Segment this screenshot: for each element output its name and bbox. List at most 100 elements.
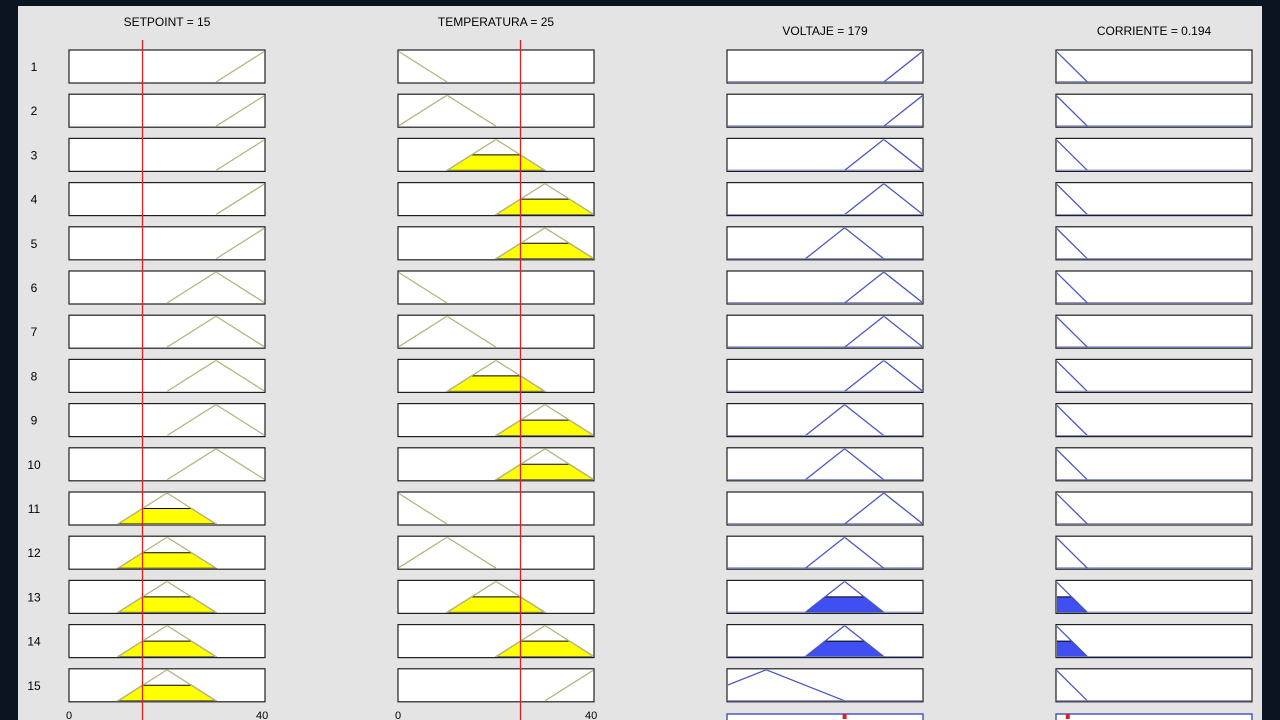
corriente-aggregate-plot[interactable] [1055, 713, 1253, 720]
rule-number[interactable]: 8 [31, 369, 38, 383]
setpoint-plot-box[interactable] [68, 182, 266, 217]
voltaje-mf-plot[interactable] [726, 403, 924, 438]
setpoint-plot-box[interactable] [68, 226, 266, 261]
setpoint-mf-plot[interactable] [68, 93, 266, 128]
voltaje-mf-plot[interactable] [688, 668, 924, 703]
corriente-plot-box[interactable] [1055, 447, 1253, 482]
rule-number[interactable]: 1 [31, 60, 38, 74]
corriente-plot-box[interactable] [1055, 403, 1253, 438]
corriente-plot-box[interactable] [1055, 358, 1253, 393]
corriente-mf-plot[interactable] [1025, 270, 1253, 305]
voltaje-plot-box[interactable] [726, 182, 924, 217]
temperatura-mf-plot[interactable] [397, 93, 595, 128]
temperatura-plot-box[interactable] [397, 491, 595, 526]
corriente-mf-plot[interactable] [1025, 491, 1253, 526]
rule-number[interactable]: 5 [31, 237, 38, 251]
temperatura-mf-plot[interactable] [397, 668, 595, 703]
voltaje-mf-plot[interactable] [726, 579, 924, 615]
corriente-mf-plot[interactable] [1025, 314, 1253, 349]
temperatura-mf-plot[interactable] [397, 535, 595, 570]
rule-number[interactable]: 7 [31, 325, 38, 339]
temperatura-plot-box[interactable] [397, 49, 595, 84]
voltaje-mf-plot[interactable] [726, 182, 924, 217]
temperatura-mf-plot[interactable] [397, 182, 595, 217]
temperatura-mf-plot[interactable] [397, 447, 595, 482]
voltaje-mf-plot[interactable] [726, 623, 924, 659]
temperatura-plot-box[interactable] [397, 270, 595, 305]
setpoint-mf-plot[interactable] [68, 49, 266, 84]
setpoint-plot-box[interactable] [68, 447, 266, 482]
setpoint-mf-plot[interactable] [68, 623, 266, 659]
setpoint-plot-box[interactable] [68, 314, 266, 349]
corriente-mf-plot[interactable] [1025, 93, 1253, 128]
corriente-plot-box[interactable] [1055, 623, 1253, 659]
setpoint-mf-plot[interactable] [68, 403, 266, 438]
setpoint-plot-box[interactable] [68, 49, 266, 84]
temperatura-mf-plot[interactable] [397, 49, 595, 84]
setpoint-plot-box[interactable] [68, 93, 266, 128]
setpoint-plot-box[interactable] [68, 270, 266, 305]
setpoint-mf-plot[interactable] [68, 579, 266, 615]
temperatura-mf-plot[interactable] [397, 403, 595, 438]
voltaje-mf-plot[interactable] [726, 49, 962, 84]
rule-number[interactable]: 3 [31, 148, 38, 162]
corriente-plot-box[interactable] [1055, 270, 1253, 305]
voltaje-plot-box[interactable] [726, 314, 924, 349]
setpoint-mf-plot[interactable] [68, 447, 266, 482]
corriente-mf-plot[interactable] [1025, 358, 1253, 393]
setpoint-mf-plot[interactable] [68, 270, 266, 305]
corriente-plot-box[interactable] [1055, 491, 1253, 526]
rule-number[interactable]: 2 [31, 104, 38, 118]
setpoint-mf-plot[interactable] [68, 491, 266, 526]
setpoint-mf-plot[interactable] [68, 314, 266, 349]
corriente-plot-box[interactable] [1055, 93, 1253, 128]
temperatura-mf-plot[interactable] [397, 491, 595, 526]
voltaje-plot-box[interactable] [726, 93, 924, 128]
corriente-plot-box[interactable] [1055, 137, 1253, 172]
voltaje-mf-plot[interactable] [726, 314, 924, 349]
rule-number[interactable]: 15 [27, 679, 41, 693]
setpoint-mf-plot[interactable] [68, 535, 266, 570]
corriente-mf-plot[interactable] [1025, 579, 1253, 615]
voltaje-plot-box[interactable] [726, 49, 924, 84]
rule-number[interactable]: 13 [27, 590, 41, 604]
corriente-plot-box[interactable] [1055, 535, 1253, 570]
setpoint-mf-plot[interactable] [68, 137, 266, 172]
temperatura-mf-plot[interactable] [397, 314, 595, 349]
voltaje-plot-box[interactable] [726, 137, 924, 172]
temperatura-mf-plot[interactable] [397, 623, 595, 659]
rule-number[interactable]: 11 [28, 502, 41, 516]
corriente-mf-plot[interactable] [1025, 623, 1253, 659]
rule-number[interactable]: 14 [27, 635, 41, 649]
rule-number[interactable]: 9 [31, 414, 38, 428]
voltaje-mf-plot[interactable] [726, 535, 924, 570]
voltaje-mf-plot[interactable] [726, 93, 962, 128]
temperatura-mf-plot[interactable] [397, 270, 595, 305]
corriente-mf-plot[interactable] [1025, 535, 1253, 570]
corriente-mf-plot[interactable] [1025, 49, 1253, 84]
setpoint-mf-plot[interactable] [68, 668, 266, 703]
voltaje-mf-plot[interactable] [726, 226, 924, 261]
corriente-mf-plot[interactable] [1025, 137, 1253, 172]
voltaje-mf-plot[interactable] [726, 491, 924, 526]
temperatura-plot-box[interactable] [397, 535, 595, 570]
corriente-plot-box[interactable] [1055, 579, 1253, 615]
temperatura-mf-plot[interactable] [397, 137, 595, 172]
corriente-mf-plot[interactable] [1025, 668, 1253, 703]
temperatura-plot-box[interactable] [397, 314, 595, 349]
setpoint-mf-plot[interactable] [68, 182, 266, 217]
voltaje-mf-plot[interactable] [726, 270, 924, 305]
rule-number[interactable]: 6 [31, 281, 38, 295]
temperatura-mf-plot[interactable] [397, 579, 595, 615]
corriente-plot-box[interactable] [1055, 668, 1253, 703]
voltaje-mf-plot[interactable] [726, 358, 924, 393]
temperatura-plot-box[interactable] [397, 93, 595, 128]
rule-number[interactable]: 10 [27, 458, 41, 472]
temperatura-mf-plot[interactable] [397, 226, 595, 261]
corriente-mf-plot[interactable] [1025, 182, 1253, 217]
voltaje-aggregate-plot[interactable] [726, 713, 924, 720]
corriente-mf-plot[interactable] [1025, 226, 1253, 261]
setpoint-plot-box[interactable] [68, 403, 266, 438]
setpoint-plot-box[interactable] [68, 358, 266, 393]
corriente-plot-box[interactable] [1055, 49, 1253, 84]
